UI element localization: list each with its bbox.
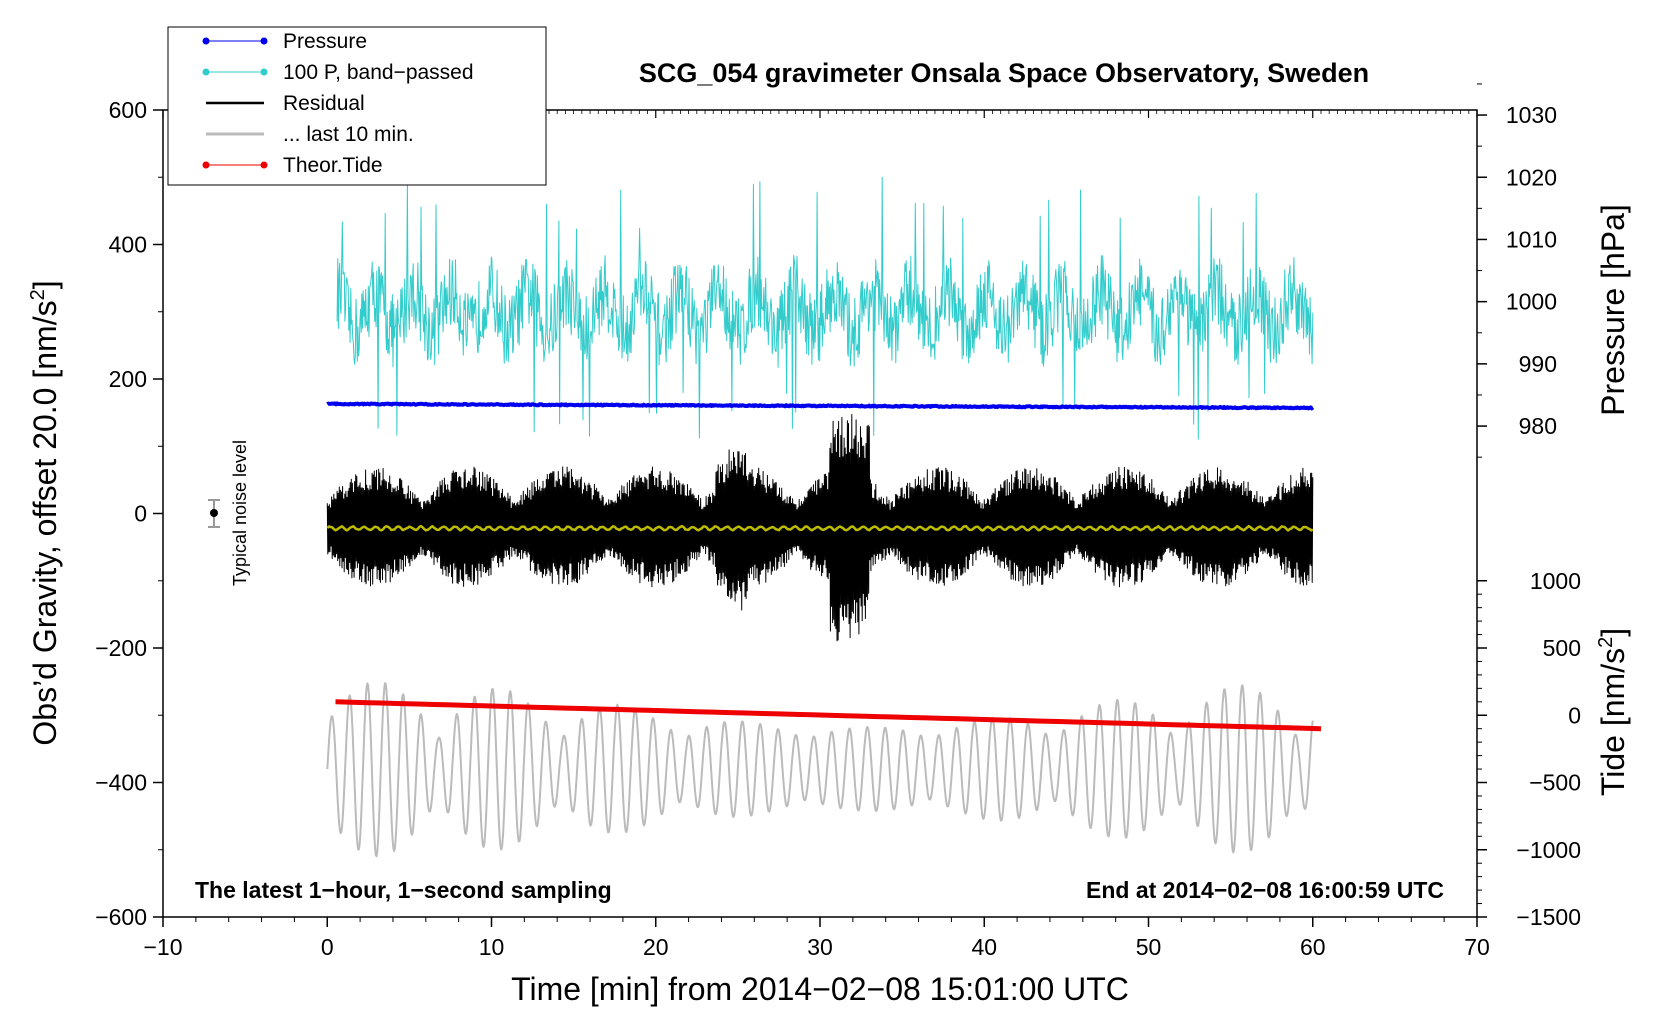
pressure-tick-label: 1000 [1506, 289, 1557, 315]
x-tick-label: 30 [807, 934, 833, 960]
y-tick-label: 600 [109, 97, 147, 123]
tick-layer: −10 0 10 20 30 40 50 60 70−600−400−2000200400600… [95, 83, 1581, 960]
series-pressure [326, 401, 1315, 411]
y-label-sup: 2 [27, 289, 49, 300]
y-tick-label: −200 [95, 635, 147, 661]
noise-label: Typical noise level [230, 440, 250, 586]
y-tick-label: −600 [95, 904, 147, 930]
legend-marker-right [260, 68, 268, 76]
tide-label-main: Tide [nm/s [1595, 648, 1631, 796]
legend-marker-left [202, 161, 210, 169]
x-tick-label: 20 [643, 934, 669, 960]
legend-box [167, 26, 547, 186]
pressure-tick-label: 980 [1519, 413, 1557, 439]
series-layer [326, 176, 1322, 858]
tide-label-end: ] [1595, 628, 1631, 637]
x-tick-label: 40 [971, 934, 997, 960]
y-label-end: ] [27, 280, 63, 289]
y-tick-label: −400 [95, 770, 147, 796]
legend-label: Pressure [283, 30, 367, 53]
series-theoretical-tide [335, 699, 1322, 732]
noise-level-indicator: Typical noise level [208, 440, 250, 586]
x-tick-label: 50 [1136, 934, 1162, 960]
y-tick-label: 400 [109, 232, 147, 258]
y-tick-label: 200 [109, 366, 147, 392]
series-residual-smooth [326, 524, 1314, 532]
noise-dot [210, 509, 218, 517]
tide-tick-label: 1000 [1530, 568, 1581, 594]
series-pressure-bandpassed [336, 176, 1314, 440]
y-axis-label-tide: Tide [nm/s2] [1595, 628, 1631, 796]
tide-tick-label: 500 [1543, 635, 1581, 661]
x-axis-label: Time [min] from 2014−02−08 15:01:00 UTC [511, 971, 1129, 1007]
legend-marker-right [260, 37, 268, 45]
tide-label-sup: 2 [1595, 637, 1617, 648]
legend-label: ... last 10 min. [283, 123, 414, 146]
x-tick-label: 10 [479, 934, 505, 960]
legend-label: 100 P, band−passed [283, 61, 474, 84]
legend-label: Residual [283, 92, 365, 115]
y-tick-label: 0 [134, 501, 147, 527]
annotation-sampling: The latest 1−hour, 1−second sampling [195, 877, 612, 903]
x-tick-label: 0 [321, 934, 334, 960]
pressure-tick-label: 990 [1519, 351, 1557, 377]
legend-marker-right [260, 161, 268, 169]
legend-label: Theor.Tide [283, 154, 383, 177]
y-axis-label-pressure: Pressure [hPa] [1595, 204, 1631, 416]
chart-title: SCG_054 gravimeter Onsala Space Observat… [639, 58, 1369, 88]
legend-marker-left [202, 68, 210, 76]
y-label-main: Obs’d Gravity, offset 20.0 [nm/s [27, 300, 63, 745]
series-last-10-min [326, 682, 1314, 858]
x-tick-label: 70 [1464, 934, 1490, 960]
annotation-end-time: End at 2014−02−08 16:00:59 UTC [1086, 877, 1444, 903]
pressure-tick-label: 1020 [1506, 164, 1557, 190]
x-tick-label: −10 [143, 934, 182, 960]
tide-tick-label: −1000 [1516, 837, 1581, 863]
tide-tick-label: −500 [1529, 770, 1581, 796]
pressure-tick-label: 1030 [1506, 102, 1557, 128]
y-axis-label-left: Obs’d Gravity, offset 20.0 [nm/s2] [27, 280, 63, 745]
series-residual [326, 414, 1314, 642]
legend-marker-left [202, 37, 210, 45]
tide-tick-label: −1500 [1516, 904, 1581, 930]
x-tick-label: 60 [1300, 934, 1326, 960]
pressure-tick-label: 1010 [1506, 226, 1557, 252]
tide-tick-label: 0 [1568, 702, 1581, 728]
legend: Pressure 100 P, band−passed Residual ... la… [167, 26, 547, 186]
